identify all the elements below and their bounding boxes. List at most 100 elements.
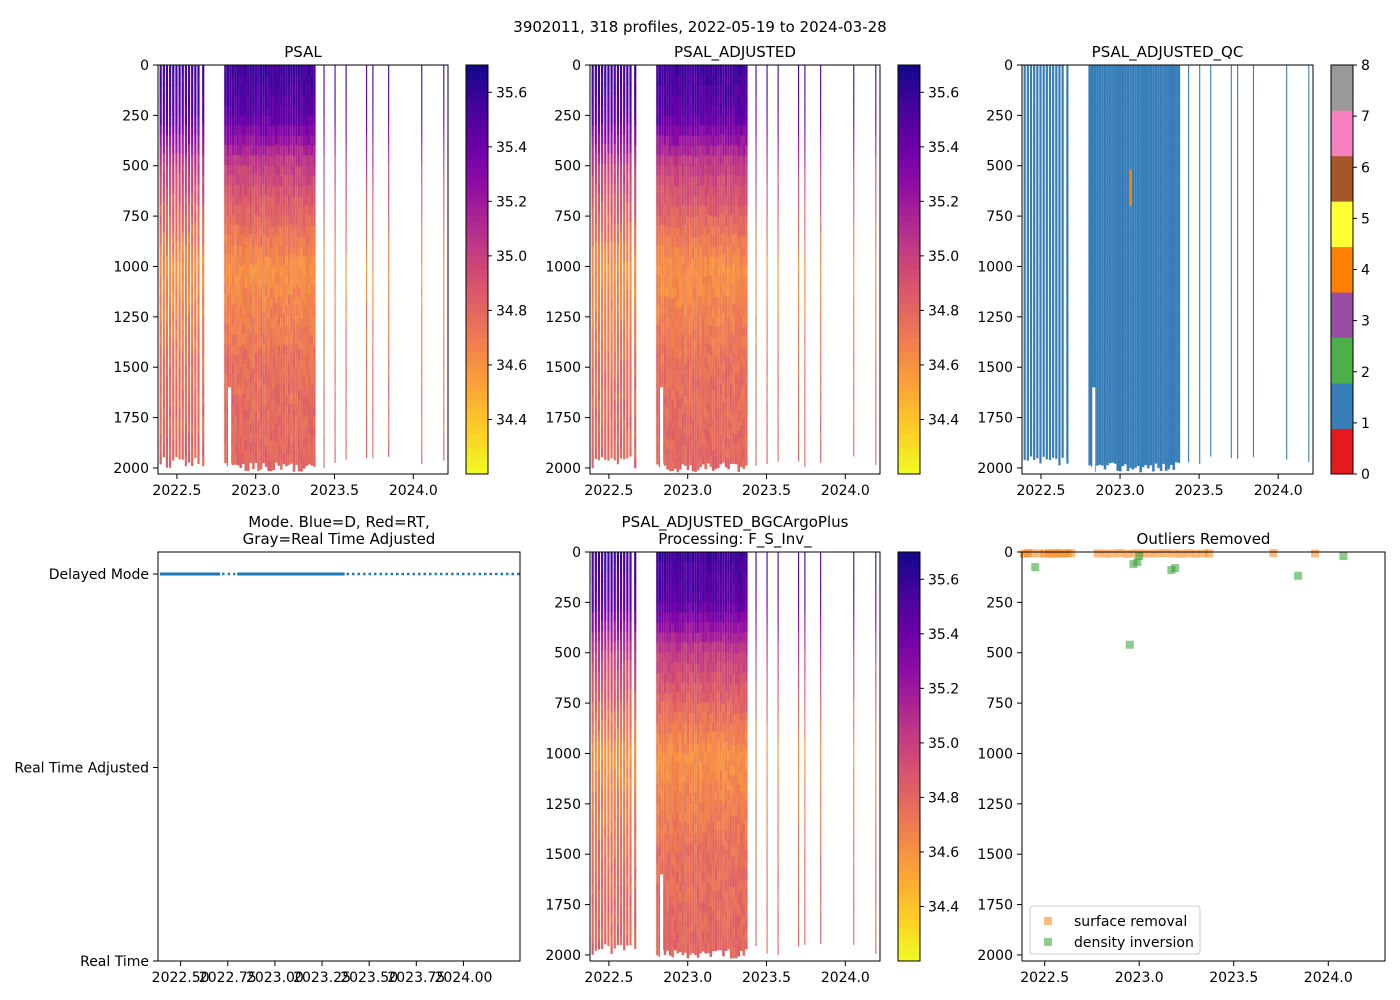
psal-cell-profile	[366, 349, 368, 360]
psal_adjusted-cell-profile	[601, 231, 604, 242]
psal_adjusted-cell-profile	[820, 194, 822, 205]
psal_adjusted-cell-profile	[766, 154, 768, 166]
psal-cell-dense	[262, 174, 265, 185]
psal-cell-profile	[366, 359, 368, 370]
psal-cell-dense	[302, 256, 306, 268]
psal-cell-dense	[292, 85, 296, 96]
psal_adjusted-cell-profile	[604, 321, 607, 332]
psal-cell-dense	[234, 394, 237, 405]
psal_adjusted-cell-dense	[745, 115, 748, 126]
psal-cell-dense	[249, 124, 253, 135]
psal_adjusted-cell-dense	[719, 84, 723, 96]
psal-cell-profile	[372, 320, 374, 331]
psal-cell-dense	[241, 334, 245, 345]
psal_adjusted-cell-profile	[619, 241, 623, 253]
psal_adjusted-cell-profile	[766, 363, 768, 375]
psal_adjusted-cell-dense	[719, 264, 723, 275]
psal-cell-dense	[269, 298, 273, 309]
psal_adjusted-cell-profile	[804, 245, 806, 257]
psal-cell-dense	[249, 224, 253, 235]
psal-cell-profile	[197, 124, 200, 136]
psal_adjusted-cell-dense	[679, 337, 682, 349]
psal_adjusted-colorbar-segment	[898, 214, 920, 223]
psal-cell-dense	[247, 318, 250, 329]
psal-cell-dense	[274, 134, 278, 145]
psal-cell-dense	[300, 389, 303, 401]
psal_adjusted-cell-dense	[727, 287, 730, 298]
psal-cell-dense	[277, 185, 281, 196]
psal-cell-dense	[305, 345, 308, 356]
psal-cell-dense	[274, 94, 278, 106]
psal-cell-profile	[181, 262, 184, 273]
psal-cell-dense	[305, 415, 308, 426]
psal-cell-dense	[264, 305, 268, 317]
psal_adjusted-cell-profile	[626, 133, 629, 144]
psal-cell-profile	[443, 341, 445, 352]
psal_adjusted-cell-dense	[727, 418, 730, 429]
psal-cell-profile	[372, 428, 374, 439]
psal-cell-dense	[277, 395, 281, 406]
psal-colorbar-segment	[466, 385, 488, 393]
psal_adjusted-cell-dense	[663, 305, 667, 316]
psal-cell-dense	[231, 94, 235, 106]
psal-colorbar-segment	[466, 337, 488, 345]
psal-cell-dense	[297, 278, 301, 289]
psal_adjusted-cell-dense	[658, 295, 662, 307]
psal_adjusted-cell-dense	[719, 394, 723, 405]
psal_adjusted-cell-profile	[804, 185, 806, 196]
psal-cell-dense	[292, 359, 296, 371]
psal-cell-profile	[187, 273, 191, 284]
psal-cell-dense	[231, 84, 235, 96]
psal-cell-dense	[274, 323, 278, 334]
psal-cell-profile	[187, 313, 191, 324]
psal-cell-profile	[191, 165, 194, 176]
psal-cell-dense	[257, 288, 260, 299]
psal_adjusted-cell-dense	[719, 334, 723, 345]
psal_adjusted-cell-dense	[734, 144, 738, 156]
psal_adjusted-cell-dense	[656, 154, 659, 166]
psal-cell-dense	[249, 84, 253, 96]
psal-cell-profile	[323, 115, 325, 126]
psal-cell-profile	[187, 84, 191, 96]
psal_adjusted-cell-profile	[601, 407, 604, 419]
psal-cell-dense	[274, 273, 278, 284]
psal_adjusted-cell-profile	[755, 225, 757, 236]
psal-cell-dense	[269, 207, 273, 218]
psal_adjusted-cell-profile	[591, 346, 594, 358]
psal-cell-dense	[285, 345, 288, 357]
psal-cell-dense	[287, 374, 291, 385]
psal-cell-profile	[388, 280, 390, 291]
psal-cell-dense	[236, 74, 240, 86]
psal_adjusted-cell-dense	[724, 426, 728, 438]
psal-cell-profile	[372, 369, 374, 380]
psal-cell-dense	[236, 164, 240, 176]
psal_adjusted-cell-profile	[634, 377, 637, 388]
psal-cell-dense	[262, 353, 265, 364]
psal_adjusted-cell-profile	[798, 84, 800, 96]
psal-cell-dense	[274, 442, 278, 453]
psal-cell-profile	[366, 192, 368, 203]
psal-cell-profile	[169, 145, 172, 156]
psal_adjusted-cell-profile	[604, 84, 607, 95]
psal_adjusted_qc-cell-profile	[1029, 387, 1033, 398]
psal-cell-profile	[194, 271, 197, 282]
psal_adjusted-cell-dense	[701, 334, 705, 345]
psal_adjusted-cell-dense	[679, 236, 682, 248]
psal_adjusted-cell-profile	[594, 448, 597, 459]
psal-cell-profile	[162, 398, 165, 409]
psal_adjusted-cell-profile	[766, 244, 768, 255]
psal_adjusted-cell-profile	[597, 65, 601, 76]
psal-cell-dense	[231, 234, 235, 246]
psal-cell-dense	[285, 285, 288, 296]
psal_adjusted-cell-profile	[601, 290, 604, 301]
psal-cell-dense	[267, 399, 270, 411]
psal-cell-dense	[280, 267, 283, 278]
psal_adjusted-cell-profile	[597, 173, 601, 184]
psal_adjusted-cell-dense	[676, 298, 680, 310]
psal-cell-dense	[292, 65, 296, 76]
psal-colorbar-segment	[466, 296, 488, 305]
psal_adjusted-colorbar-segment	[898, 221, 920, 230]
psal_adjusted-cell-profile	[610, 202, 613, 213]
psal-cell-dense	[297, 389, 301, 401]
psal-cell-profile	[443, 252, 445, 264]
